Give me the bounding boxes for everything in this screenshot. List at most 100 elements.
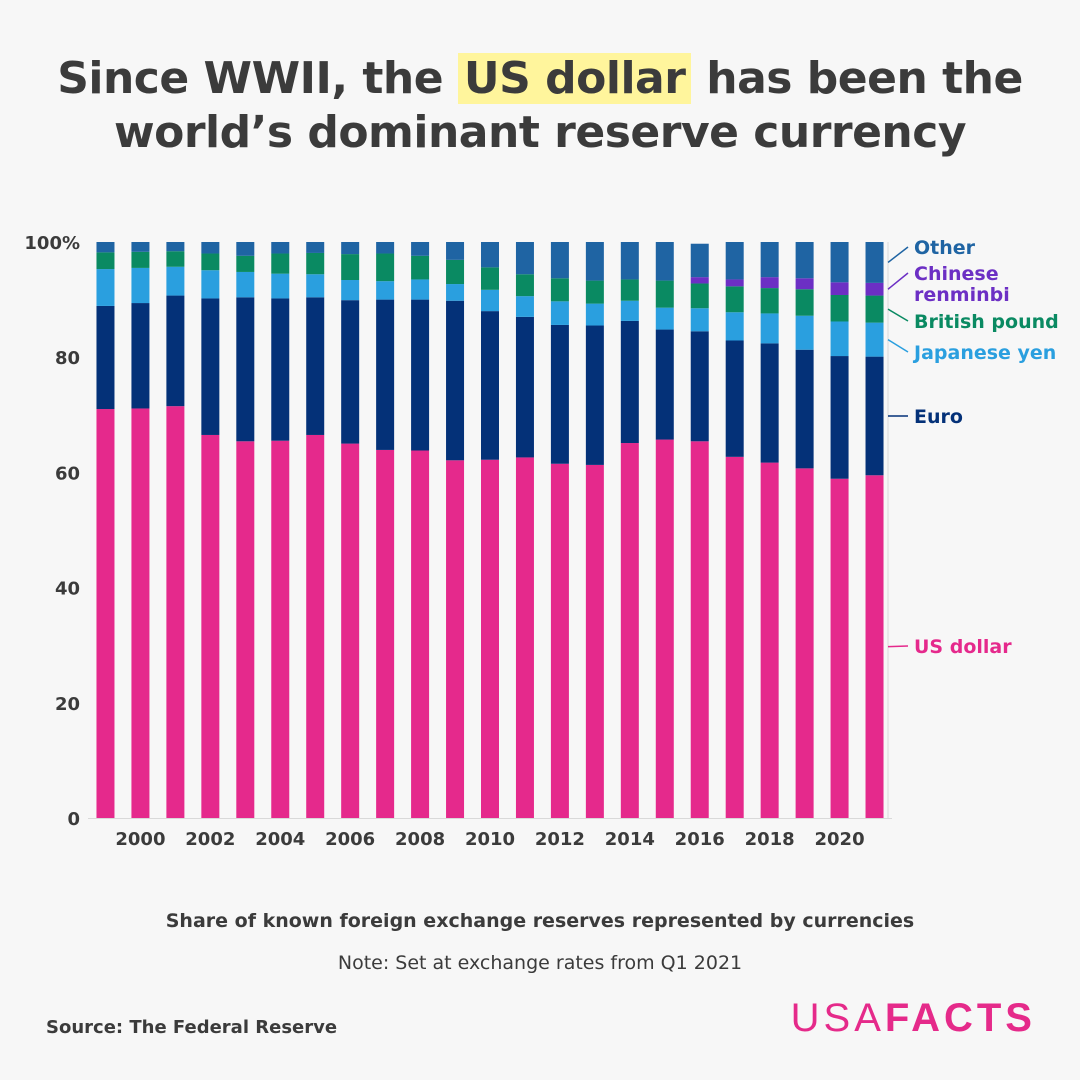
bar-segment-us-dollar-2014 (620, 443, 639, 818)
bar-segment-other-2015 (655, 242, 674, 281)
bar-segment-british-pound-2008 (411, 255, 430, 280)
bar-segment-other-2014 (620, 242, 639, 280)
bar-segment-japanese-yen-2007 (376, 281, 395, 300)
bar-segment-us-dollar-2003 (236, 441, 255, 818)
bar-segment-other-2005 (306, 242, 325, 253)
bar-segment-us-dollar-2016 (690, 441, 709, 818)
bar-segment-japanese-yen-2010 (481, 289, 499, 312)
bar-segment-british-pound-2020 (830, 294, 849, 322)
bar-segment-japanese-yen-2013 (585, 303, 604, 326)
bar-segment-us-dollar-2007 (376, 449, 395, 818)
bar-segment-euro-2004 (271, 298, 290, 441)
bar-segment-british-pound-2005 (306, 252, 325, 275)
bar-segment-british-pound-2015 (655, 280, 674, 308)
bar-segment-british-pound-2017 (725, 286, 744, 313)
bar-segment-japanese-yen-2000 (131, 267, 150, 304)
bar-segment-japanese-yen-2012 (550, 301, 569, 325)
legend-label-euro: Euro (914, 406, 963, 428)
bar-segment-euro-2007 (376, 299, 395, 450)
y-tick-label: 100% (24, 233, 80, 254)
bar-segment-us-dollar-2021 (865, 475, 884, 818)
legend-label-chinese-renminbi: Chinese (914, 263, 999, 285)
bar-segment-british-pound-2019 (795, 289, 814, 316)
bar-segment-other-2013 (585, 242, 604, 281)
bar-segment-british-pound-2000 (131, 251, 150, 268)
chart-note: Note: Set at exchange rates from Q1 2021 (337, 952, 743, 974)
x-tick-label: 2008 (395, 829, 445, 850)
x-tick-label: 2006 (325, 829, 375, 850)
bar-segment-british-pound-2012 (550, 278, 569, 302)
x-tick-label: 2000 (115, 829, 165, 850)
chart-subtitle: Share of known foreign exchange reserves… (165, 910, 915, 932)
bar-segment-other-2021 (865, 242, 884, 283)
bar-segment-british-pound-2001 (166, 251, 185, 267)
bar-segment-other-2002 (201, 242, 220, 254)
bar-segment-japanese-yen-2018 (760, 313, 779, 344)
bar-segment-british-pound-2010 (481, 267, 499, 290)
bar-segment-chinese-renminbi-2021 (865, 282, 884, 296)
bar-segment-us-dollar-2008 (411, 450, 430, 818)
bar-segment-other-2008 (411, 242, 430, 256)
x-tick-label: 2014 (605, 829, 655, 850)
bar-segment-euro-2012 (550, 324, 569, 464)
bar-segment-other-2010 (481, 242, 499, 268)
usafacts-logo: USAFACTS (791, 996, 1036, 1041)
bar-segment-euro-2005 (306, 297, 325, 435)
bar-segment-japanese-yen-2021 (865, 322, 884, 357)
x-tick-label: 2012 (535, 829, 585, 850)
bar-segment-japanese-yen-2015 (655, 307, 674, 330)
bar-segment-british-pound-2006 (341, 254, 360, 281)
bar-segment-japanese-yen-2011 (515, 296, 534, 317)
legend-label-chinese-renminbi: renminbi (914, 284, 1010, 306)
bar-segment-euro-2021 (865, 356, 884, 476)
bar-segment-us-dollar-2013 (585, 464, 604, 818)
legend-label-other: Other (914, 237, 976, 259)
bar-segment-british-pound-2007 (376, 253, 395, 282)
bar-segment-us-dollar-2005 (306, 434, 325, 818)
bar-segment-chinese-renminbi-2017 (725, 279, 744, 287)
bar-segment-us-dollar-2011 (515, 457, 534, 818)
bar-segment-us-dollar-2018 (760, 462, 779, 818)
bar-segment-japanese-yen-2009 (446, 284, 465, 301)
bar-segment-british-pound-2013 (585, 280, 604, 304)
bar-segment-euro-2009 (446, 300, 465, 461)
logo-usa: USA (790, 996, 885, 1040)
bar-segment-other-2016 (690, 243, 709, 278)
bar-segment-british-pound-2004 (271, 253, 290, 274)
bar-segment-british-pound-1999 (96, 252, 115, 270)
bar-segment-other-2007 (376, 242, 395, 254)
legend-label-british-pound: British pound (914, 311, 1059, 333)
bar-segment-british-pound-2021 (865, 295, 884, 323)
bar-segment-other-2003 (236, 242, 255, 256)
y-tick-label: 80 (55, 348, 80, 369)
bar-segment-other-2004 (271, 242, 290, 254)
bar-segment-us-dollar-2001 (166, 406, 185, 818)
bar-segment-other-1999 (96, 242, 115, 253)
x-tick-label: 2018 (745, 829, 795, 850)
x-tick-label: 2010 (465, 829, 515, 850)
legend-connector-japanese-yen (887, 338, 909, 353)
bar-segment-euro-2015 (655, 329, 674, 440)
bar-segment-japanese-yen-2001 (166, 266, 185, 296)
bar-segment-us-dollar-2017 (725, 456, 744, 818)
bar-segment-us-dollar-2019 (795, 468, 814, 818)
legend-connector-british-pound (887, 308, 909, 322)
legend-connector-chinese-renminbi (887, 272, 909, 290)
bar-segment-japanese-yen-2008 (411, 279, 430, 300)
bar-segment-other-2012 (550, 242, 569, 279)
bar-segment-japanese-yen-2002 (201, 270, 220, 299)
source-text: Source: The Federal Reserve (46, 1017, 338, 1038)
bar-segment-euro-2010 (481, 311, 499, 460)
bar-segment-euro-2018 (760, 343, 779, 463)
bar-segment-chinese-renminbi-2019 (795, 278, 814, 290)
stacked-bar-chart: 0 20 40 60 80 100% 2000 2002 2004 2006 2008 2010 201… (24, 233, 1059, 850)
bar-segment-other-2018 (760, 242, 779, 278)
bar-segment-japanese-yen-2019 (795, 315, 814, 350)
y-tick-label: 60 (55, 463, 80, 484)
bar-segment-euro-2016 (690, 331, 709, 442)
bar-segment-euro-2017 (725, 340, 744, 457)
bar-segment-us-dollar-2012 (550, 463, 569, 818)
bar-segment-us-dollar-2015 (655, 439, 674, 818)
bar-segment-euro-2014 (620, 320, 639, 444)
bar-segment-japanese-yen-2003 (236, 271, 255, 298)
